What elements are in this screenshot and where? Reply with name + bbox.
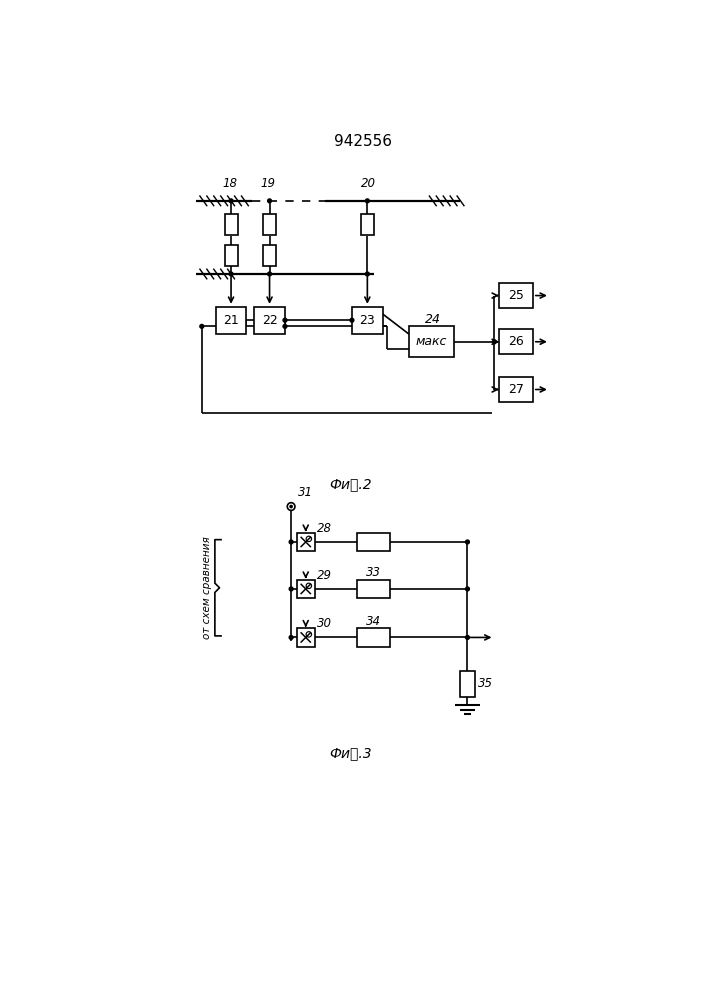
Circle shape: [268, 199, 271, 203]
Text: 23: 23: [359, 314, 375, 327]
Text: 24: 24: [425, 313, 440, 326]
Bar: [296, 533, 315, 551]
Text: 22: 22: [262, 314, 277, 327]
Text: 21: 21: [223, 314, 239, 327]
Circle shape: [290, 505, 292, 508]
Circle shape: [350, 318, 354, 322]
Text: 35: 35: [478, 677, 493, 690]
Circle shape: [366, 272, 369, 276]
Bar: [357, 533, 390, 551]
Bar: [263, 214, 276, 235]
Text: 27: 27: [508, 383, 524, 396]
Text: 31: 31: [298, 486, 313, 499]
Text: 29: 29: [317, 569, 332, 582]
Text: 25: 25: [508, 289, 524, 302]
Circle shape: [366, 199, 369, 203]
Text: 26: 26: [508, 335, 524, 348]
Text: 18: 18: [222, 177, 237, 190]
Circle shape: [289, 587, 293, 591]
Circle shape: [283, 318, 287, 322]
Text: 19: 19: [260, 177, 276, 190]
Text: от схем сравнения: от схем сравнения: [202, 536, 212, 639]
Bar: [352, 307, 382, 334]
Text: 33: 33: [366, 566, 381, 579]
Text: 30: 30: [317, 617, 332, 630]
Circle shape: [465, 587, 469, 591]
Bar: [361, 214, 374, 235]
Bar: [254, 307, 285, 334]
Circle shape: [289, 636, 293, 639]
Circle shape: [229, 199, 233, 203]
Bar: [263, 245, 276, 266]
Circle shape: [287, 503, 295, 510]
Text: Фи␲.3: Фи␲.3: [329, 746, 372, 760]
Bar: [499, 329, 533, 354]
Bar: [225, 214, 238, 235]
Bar: [499, 377, 533, 402]
Circle shape: [465, 540, 469, 544]
Bar: [296, 628, 315, 647]
Bar: [357, 628, 390, 647]
Circle shape: [465, 636, 469, 639]
Circle shape: [283, 324, 287, 328]
Circle shape: [200, 324, 204, 328]
Circle shape: [493, 340, 496, 344]
Bar: [409, 326, 454, 357]
Text: 942556: 942556: [334, 134, 392, 149]
Bar: [216, 307, 247, 334]
Circle shape: [268, 272, 271, 276]
Bar: [499, 283, 533, 308]
Text: 34: 34: [366, 615, 381, 628]
Bar: [460, 671, 475, 697]
Text: Фи␲.2: Фи␲.2: [329, 477, 372, 491]
Text: 28: 28: [317, 522, 332, 535]
Text: 20: 20: [361, 177, 376, 190]
Text: макс: макс: [416, 335, 447, 348]
Bar: [357, 580, 390, 598]
Circle shape: [289, 540, 293, 544]
Circle shape: [229, 272, 233, 276]
Bar: [296, 580, 315, 598]
Bar: [225, 245, 238, 266]
